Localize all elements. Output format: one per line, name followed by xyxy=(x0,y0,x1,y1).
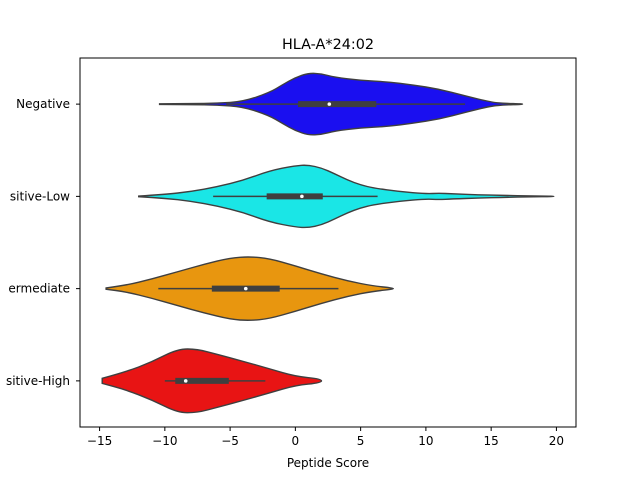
iqr-box-3 xyxy=(175,377,229,384)
x-axis-label: Peptide Score xyxy=(287,456,369,470)
median-dot-0 xyxy=(327,102,332,106)
x-tick-label-2: −5 xyxy=(221,434,239,448)
y-tick-label-1: sitive-Low xyxy=(10,189,70,203)
iqr-box-0 xyxy=(297,101,377,108)
x-axis: −15 −10 −5 0 5 10 15 20 xyxy=(87,427,564,448)
x-tick-label-1: −10 xyxy=(152,434,177,448)
box-layer xyxy=(158,101,466,384)
x-tick-label-4: 5 xyxy=(357,434,365,448)
chart-title: HLA-A*24:02 xyxy=(282,37,374,53)
plot-frame xyxy=(79,57,577,428)
y-axis: Negative sitive-Low ermediate sitive-High xyxy=(6,97,80,388)
median-dot-1 xyxy=(300,194,304,199)
x-tick-label-5: 10 xyxy=(418,434,433,448)
x-tick-label-7: 20 xyxy=(549,434,564,448)
x-tick-label-6: 15 xyxy=(484,434,499,448)
x-tick-label-0: −15 xyxy=(87,434,112,448)
x-tick-label-3: 0 xyxy=(292,434,300,448)
median-dot-3 xyxy=(183,379,188,383)
iqr-box-1 xyxy=(266,193,323,200)
y-tick-label-0: Negative xyxy=(16,97,70,111)
y-tick-label-2: ermediate xyxy=(8,282,70,296)
y-tick-label-3: sitive-High xyxy=(6,374,70,388)
violin-layer xyxy=(101,72,555,414)
median-dot-2 xyxy=(243,286,248,291)
